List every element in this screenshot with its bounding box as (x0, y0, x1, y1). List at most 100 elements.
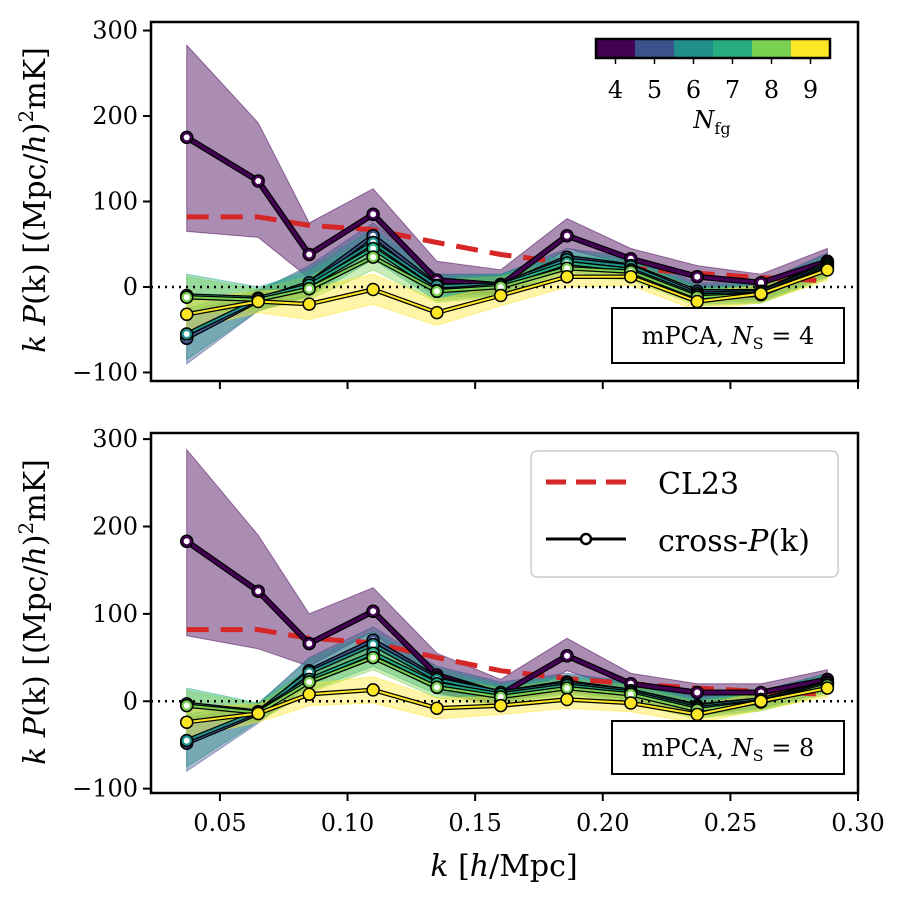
bot-point-center-nfg-4-3 (370, 608, 377, 615)
top-series-outline-nfg-4 (185, 134, 829, 289)
top-point-center-nfg-9-1 (255, 298, 262, 305)
bot-point-center-nfg-8-4 (433, 684, 440, 691)
top-ytick-label-4: 300 (92, 17, 138, 45)
bot-point-center-nfg-8-7 (627, 691, 634, 698)
top-point-center-nfg-9-5 (497, 292, 504, 299)
bot-xtick-label-5: 0.30 (831, 809, 884, 837)
top-cl23-curve (186, 214, 828, 284)
legend: CL23 cross-P(k) (530, 450, 839, 578)
top-point-center-nfg-8-5 (497, 284, 504, 290)
top-point-center-nfg-9-8 (694, 298, 701, 305)
top-point-center-nfg-4-2 (306, 251, 313, 258)
top-y-axis-label: k P(k) [(Mpc/h)2mK] (14, 47, 53, 353)
bot-ytick-label-3: 200 (92, 512, 138, 540)
top-annotation-text: mPCA, NS = 4 (642, 322, 814, 353)
bot-point-center-nfg-8-2 (306, 679, 313, 685)
bot-cl23-line (186, 627, 828, 697)
bot-ytick-label-0: −100 (72, 775, 138, 803)
bot-point-center-nfg-6-0 (183, 737, 190, 744)
colorbar-frame (594, 37, 832, 60)
colorbar-cell-8 (752, 39, 792, 58)
top-point-center-nfg-4-0 (183, 134, 190, 141)
bot-point-center-nfg-9-3 (370, 686, 377, 693)
colorbar-cell-9 (791, 39, 831, 58)
top-point-center-nfg-4-9 (758, 279, 764, 286)
top-point-center-nfg-7-3 (370, 245, 377, 252)
colorbar-cells (596, 39, 831, 58)
top-ytick-label-2: 100 (92, 188, 138, 216)
bot-point-center-nfg-9-8 (694, 711, 701, 718)
bot-xtick-label-4: 0.25 (704, 809, 757, 837)
top-point-center-nfg-9-9 (758, 290, 764, 297)
top-point-center-nfg-9-0 (183, 311, 190, 318)
bot-xtick-label-1: 0.10 (321, 809, 374, 837)
bot-point-center-nfg-8-5 (497, 693, 504, 700)
colorbar-tick-label-5: 5 (647, 76, 662, 104)
legend-cross-label: cross-P(k) (658, 524, 810, 559)
top-point-center-nfg-8-4 (433, 288, 440, 295)
top-point-center-nfg-9-7 (627, 273, 634, 280)
bot-point-center-nfg-4-6 (564, 652, 570, 659)
colorbar-tick-label-7: 7 (725, 76, 740, 104)
bot-point-center-nfg-4-0 (183, 538, 190, 545)
top-series-nfg-9 (179, 263, 835, 322)
bot-point-center-nfg-9-7 (627, 700, 634, 706)
colorbar-tick-label-6: 6 (686, 76, 701, 104)
legend-cross-marker (579, 532, 593, 546)
colorbar-tick-label-4: 4 (608, 76, 623, 104)
top-point-center-nfg-8-0 (183, 294, 190, 301)
bottom-x-ticks: 0.05 0.10 0.15 0.20 0.25 0.30 (193, 793, 885, 837)
bottom-annotation-box: mPCA, NS = 8 (611, 720, 845, 775)
colorbar-tick-label-8: 8 (764, 76, 779, 104)
bot-point-center-nfg-9-1 (255, 710, 262, 717)
bot-series-nfg-9 (179, 681, 835, 729)
bot-point-center-nfg-9-10 (824, 685, 831, 692)
bottom-y-ticks: −100 0 100 200 300 (72, 425, 151, 803)
x-axis-label: k [h/Mpc] (430, 849, 577, 884)
top-annotation-box: mPCA, NS = 4 (611, 307, 845, 364)
top-y-ticks: −100 0 100 200 300 (72, 17, 151, 386)
top-ytick-label-1: 0 (123, 273, 138, 301)
top-point-center-nfg-9-6 (564, 273, 570, 280)
bot-point-center-nfg-9-5 (497, 702, 504, 709)
bot-xtick-label-3: 0.20 (576, 809, 629, 837)
bot-xtick-label-0: 0.05 (193, 809, 246, 837)
top-series-lines (179, 130, 835, 346)
top-point-center-nfg-4-3 (370, 211, 377, 218)
bot-xtick-label-2: 0.15 (448, 809, 501, 837)
top-point-center-nfg-8-2 (306, 285, 313, 292)
top-ytick-label-3: 200 (92, 102, 138, 130)
top-point-center-nfg-8-6 (564, 265, 570, 272)
bot-point-center-nfg-6-3 (370, 641, 377, 648)
bot-point-center-nfg-9-2 (306, 691, 313, 698)
bot-point-center-nfg-8-3 (370, 654, 377, 661)
colorbar-cell-5 (635, 39, 675, 58)
top-point-center-nfg-4-8 (694, 273, 701, 280)
top-point-center-nfg-4-6 (564, 232, 570, 239)
bottom-cl23-curve (186, 627, 828, 697)
colorbar-cell-6 (674, 39, 714, 58)
top-point-center-nfg-9-3 (370, 286, 377, 293)
legend-cl23-label: CL23 (658, 467, 739, 502)
colorbar-tick-label-9: 9 (803, 76, 818, 104)
bottom-series-lines (179, 534, 835, 750)
bot-point-center-nfg-9-6 (564, 696, 570, 703)
top-x-ticks (218, 381, 859, 389)
top-ytick-label-0: −100 (72, 358, 138, 386)
top-point-center-nfg-9-4 (433, 309, 440, 316)
top-point-center-nfg-9-2 (306, 301, 313, 308)
bottom-annotation-text: mPCA, NS = 8 (642, 734, 814, 765)
bot-point-center-nfg-9-4 (433, 705, 440, 712)
bot-point-center-nfg-4-2 (306, 640, 313, 647)
colorbar-cell-7 (713, 39, 753, 58)
colorbar-label: Nfg (692, 106, 730, 138)
bot-point-center-nfg-9-9 (758, 698, 764, 705)
top-cl23-line (186, 214, 828, 284)
colorbar-cell-4 (596, 39, 636, 58)
top-point-center-nfg-6-0 (183, 331, 190, 337)
